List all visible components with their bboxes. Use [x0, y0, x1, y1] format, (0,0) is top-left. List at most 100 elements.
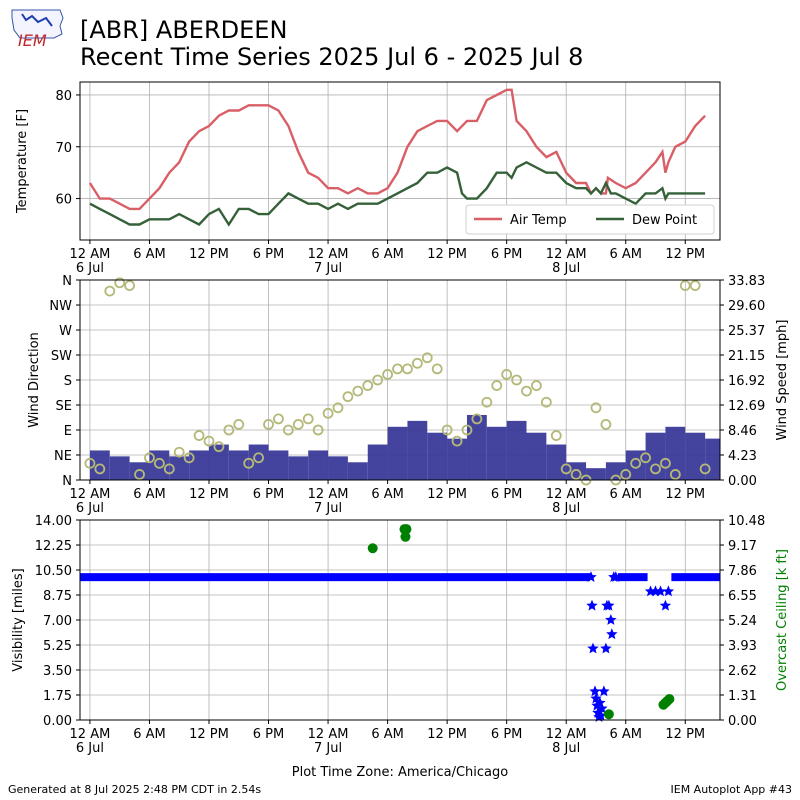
- wind-direction-point: [203, 435, 215, 447]
- direction-tick-label: N: [62, 274, 72, 289]
- speed-tick-label: 16.92: [728, 374, 765, 389]
- wind-direction-point: [402, 363, 413, 375]
- date-label: 6 Jul: [76, 501, 104, 516]
- x-tick-label: 12 AM: [546, 247, 587, 262]
- x-tick-label: 6 AM: [609, 247, 642, 262]
- wind-direction-point: [292, 419, 304, 430]
- x-tick-label: 12 AM: [308, 247, 349, 262]
- visibility-tick-label: 10.50: [35, 564, 72, 579]
- speed-tick-label: 0.00: [728, 474, 757, 489]
- wind-speed-bar: [427, 432, 448, 480]
- wind-direction-point: [451, 435, 463, 447]
- wind-direction-point: [689, 280, 701, 291]
- ceiling-tick-label: 2.62: [728, 664, 757, 679]
- wind-direction-point: [471, 413, 483, 425]
- direction-tick-label: N: [62, 474, 72, 489]
- visibility-point: [586, 599, 598, 611]
- y-tick-label: 60: [55, 193, 72, 208]
- wind-direction-point: [173, 446, 185, 458]
- date-label: 8 Jul: [552, 261, 580, 276]
- wind-speed-bar: [169, 456, 190, 480]
- x-tick-label: 12 PM: [427, 247, 467, 262]
- date-label: 6 Jul: [76, 741, 104, 756]
- visibility-tick-label: 14.00: [35, 514, 72, 529]
- wind-direction-point: [491, 380, 503, 391]
- x-tick-label: 6 AM: [371, 247, 404, 262]
- wind-direction-point: [183, 452, 195, 464]
- wind-direction-point: [163, 463, 175, 475]
- wind-direction-point: [521, 385, 532, 397]
- date-label: 6 Jul: [76, 261, 104, 276]
- wind-direction-point: [153, 457, 165, 469]
- y-axis-label-right: Overcast Ceiling [k ft]: [775, 549, 790, 691]
- y-axis-label-right: Wind Speed [mph]: [775, 320, 790, 441]
- visibility-point: [600, 642, 612, 654]
- direction-tick-label: SW: [51, 349, 72, 364]
- ceiling-point: [400, 531, 411, 542]
- wind-direction-point: [144, 452, 155, 464]
- wind-speed-bar: [665, 426, 686, 480]
- wind-direction-point: [560, 463, 572, 475]
- wind-direction-point: [193, 430, 205, 441]
- visibility-tick-label: 8.75: [43, 589, 72, 604]
- wind-speed-bar: [109, 456, 130, 480]
- visibility-point: [587, 642, 599, 654]
- wind-speed-bar: [208, 444, 229, 480]
- visibility-point: [659, 599, 672, 611]
- wind-direction-point: [411, 357, 423, 369]
- legend-box: [465, 204, 715, 235]
- wind-direction-point: [650, 463, 661, 475]
- wind-speed-bar: [506, 420, 527, 480]
- visibility-point: [654, 585, 667, 597]
- wind-direction-point: [84, 457, 96, 469]
- generated-note: Generated at 8 Jul 2025 2:48 PM CDT in 2…: [8, 783, 262, 796]
- wind-speed-bar: [387, 426, 408, 480]
- ceiling-point: [367, 543, 378, 554]
- date-label: 8 Jul: [552, 741, 580, 756]
- wind-direction-point: [461, 424, 473, 436]
- x-tick-label: 12 AM: [70, 487, 111, 502]
- x-tick-label: 12 AM: [546, 487, 587, 502]
- visibility-baseline-band: [671, 573, 720, 582]
- x-tick-label: 6 PM: [491, 487, 522, 502]
- series-line-dew-point: [89, 160, 706, 227]
- wind-direction-point: [342, 391, 354, 403]
- x-tick-label: 12 AM: [70, 727, 111, 742]
- wind-speed-bar: [328, 456, 348, 480]
- ceiling-point: [664, 694, 675, 705]
- wind-speed-bar: [486, 426, 507, 480]
- x-tick-label: 12 PM: [665, 247, 705, 262]
- wind-speed-bar: [288, 456, 309, 480]
- visibility-point: [585, 571, 597, 582]
- ceiling-point: [603, 709, 614, 720]
- wind-direction-point: [263, 419, 274, 430]
- x-tick-label: 6 AM: [133, 247, 166, 262]
- x-tick-label: 6 AM: [133, 727, 166, 742]
- speed-tick-label: 21.15: [728, 349, 765, 364]
- wind-direction-point: [421, 352, 433, 364]
- wind-direction-point: [124, 280, 136, 291]
- ceiling-tick-label: 3.93: [728, 639, 757, 654]
- speed-tick-label: 25.37: [728, 324, 765, 339]
- wind-direction-point: [114, 277, 126, 289]
- direction-tick-label: W: [59, 324, 72, 339]
- visibility-point: [590, 692, 602, 704]
- wind-speed-bar: [586, 468, 606, 480]
- wind-speed-bar: [347, 462, 368, 480]
- x-tick-label: 6 AM: [371, 727, 404, 742]
- date-label: 8 Jul: [552, 501, 580, 516]
- wind-direction-point: [531, 380, 542, 391]
- visibility-tick-label: 7.00: [43, 614, 72, 629]
- wind-direction-point: [302, 413, 314, 425]
- wind-direction-point: [630, 457, 642, 469]
- visibility-point: [603, 599, 615, 611]
- wind-speed-bar: [367, 444, 388, 480]
- date-range-title: Recent Time Series 2025 Jul 6 - 2025 Jul…: [80, 43, 584, 71]
- wind-direction-point: [362, 380, 374, 391]
- x-axis-label: Plot Time Zone: America/Chicago: [292, 765, 508, 780]
- visibility-point: [592, 706, 604, 718]
- visibility-point: [606, 628, 618, 640]
- wind-direction-point: [352, 385, 364, 397]
- wind-direction-point: [273, 413, 284, 425]
- wind-speed-bar: [129, 462, 150, 480]
